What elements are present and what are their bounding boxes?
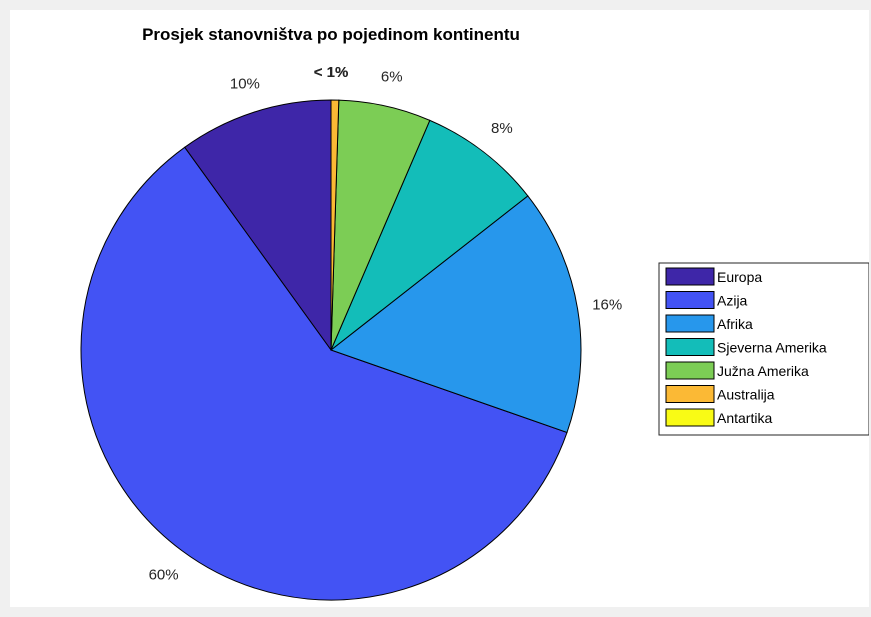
pie-label-azija: 60% (149, 566, 179, 583)
legend-label-sjeverna-amerika: Sjeverna Amerika (717, 340, 827, 356)
pie-label-afrika: 16% (592, 296, 622, 313)
legend-label-australija: Australija (717, 387, 775, 403)
pie-label-europa: 10% (230, 76, 260, 93)
pie-slice-azija (80, 146, 568, 601)
pie-label-sjeverna-amerika: 8% (491, 120, 513, 137)
pie-label-australija: < 1% (314, 64, 349, 81)
pie-slice-afrika (329, 195, 582, 434)
legend: Europa Azija Afrika Sjeverna Amerika Južna A… (658, 262, 869, 436)
chart-title: Prosjek stanovništva po pojedinom kontin… (142, 25, 520, 44)
legend-items: Europa Azija Afrika Sjeverna Amerika Južna A… (665, 267, 827, 427)
legend-label-afrika: Afrika (717, 316, 753, 332)
legend-swatch-europa (665, 267, 715, 286)
pie-slice-sjeverna-amerika (330, 119, 529, 351)
legend-label-europa: Europa (717, 269, 762, 285)
legend-label-antartika: Antartika (717, 410, 772, 426)
legend-label-juzna-amerika: Južna Amerika (717, 363, 809, 379)
pie-slices (80, 99, 582, 601)
pie-chart: Prosjek stanovništva po pojedinom kontin… (80, 25, 869, 601)
legend-label-azija: Azija (717, 293, 748, 309)
pie-slice-australija (330, 99, 340, 351)
pie-label-antartika: < 1% (314, 64, 349, 81)
legend-swatch-australija (665, 385, 715, 403)
legend-swatch-azija (665, 291, 715, 309)
legend-swatch-juzna-amerika (665, 361, 715, 380)
pie-slice-europa (183, 99, 332, 352)
pie-labels: 10%60%16%8%6%< 1%< 1% (149, 64, 623, 583)
figure: Prosjek stanovništva po pojedinom kontin… (10, 10, 869, 607)
legend-swatch-sjeverna-amerika (665, 338, 715, 356)
legend-swatch-afrika (665, 314, 715, 333)
pie-label-juzna-amerika: 6% (381, 69, 403, 86)
legend-swatch-antartika (665, 408, 715, 427)
